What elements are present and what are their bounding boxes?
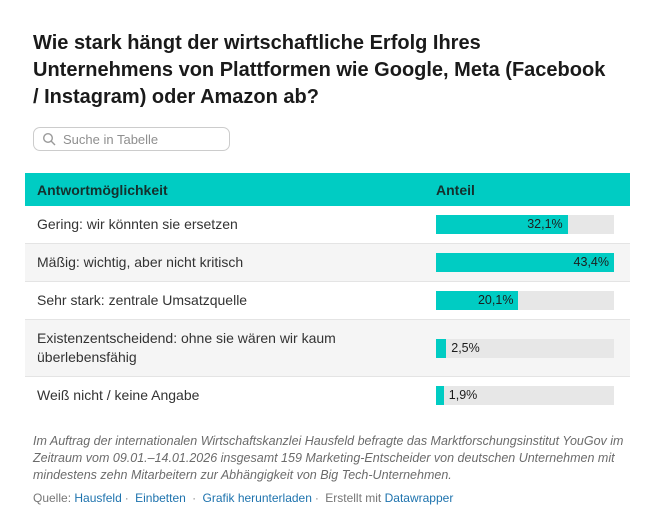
table-search[interactable]	[33, 127, 230, 151]
bar-fill: 43,4%	[436, 253, 614, 272]
bar-track: 2,5%	[436, 338, 614, 358]
answer-option-label: Gering: wir könnten sie ersetzen	[37, 216, 238, 232]
download-chart-link[interactable]: Grafik herunterladen	[202, 491, 312, 505]
separator-dot: ·	[124, 491, 129, 505]
datawrapper-link[interactable]: Datawrapper	[384, 491, 454, 505]
source-label: Quelle:	[33, 491, 72, 505]
answer-option-label: Sehr stark: zentrale Umsatzquelle	[37, 292, 248, 308]
bar-value-label: 20,1%	[477, 293, 514, 307]
chart-title: Wie stark hängt der wirtschaftliche Erfo…	[33, 32, 606, 108]
table-row: Existenzentscheidend: ohne sie wären wir…	[25, 319, 630, 376]
bar-track: 20,1%	[436, 291, 614, 310]
bar-track: 1,9%	[436, 386, 614, 405]
bar-track: 43,4%	[436, 253, 614, 272]
table-row: Gering: wir könnten sie ersetzen 32,1%	[25, 206, 630, 243]
bar-fill	[436, 386, 444, 405]
bar-value-label: 43,4%	[573, 255, 609, 269]
table-row: Mäßig: wichtig, aber nicht kritisch 43,4%	[25, 243, 630, 281]
answer-option-label: Weiß nicht / keine Angabe	[37, 387, 200, 403]
embed-link[interactable]: Einbetten	[135, 491, 186, 505]
bar-track: 32,1%	[436, 215, 614, 234]
answer-option-label: Mäßig: wichtig, aber nicht kritisch	[37, 254, 244, 270]
bar-value-label: 2,5%	[451, 340, 480, 355]
search-input[interactable]	[63, 131, 221, 147]
answer-option-label: Existenzentscheidend: ohne sie wären wir…	[37, 330, 336, 365]
bar-fill	[436, 338, 447, 358]
chart-notes: Im Auftrag der internationalen Wirtschaf…	[33, 434, 624, 482]
bar-value-label: 1,9%	[448, 388, 478, 402]
bar-fill: 32,1%	[436, 215, 568, 234]
datawrapper-table-embed: Wie stark hängt der wirtschaftliche Erfo…	[25, 32, 636, 507]
bar-value-label: 32,1%	[527, 217, 563, 231]
source-link-hausfeld[interactable]: Hausfeld	[74, 491, 122, 505]
results-table: Antwortmöglichkeit Anteil Gering: wir kö…	[25, 173, 630, 414]
column-header-anteil[interactable]: Anteil	[436, 181, 475, 198]
table-header-row: Antwortmöglichkeit Anteil	[25, 173, 630, 206]
table-row: Weiß nicht / keine Angabe 1,9%	[25, 376, 630, 414]
table-row: Sehr stark: zentrale Umsatzquelle 20,1%	[25, 281, 630, 319]
column-header-antwortmoeglichkeit[interactable]: Antwortmöglichkeit	[37, 181, 168, 198]
separator-dot: ·	[314, 491, 319, 505]
separator-dot: ·	[192, 491, 197, 505]
table-body: Gering: wir könnten sie ersetzen 32,1% Mäß…	[25, 206, 630, 414]
search-icon	[42, 132, 63, 146]
footer-links: Quelle: Hausfeld · Einbetten · Grafik her…	[33, 490, 636, 507]
created-with-label: Erstellt mit	[325, 491, 382, 505]
bar-fill: 20,1%	[436, 291, 519, 310]
